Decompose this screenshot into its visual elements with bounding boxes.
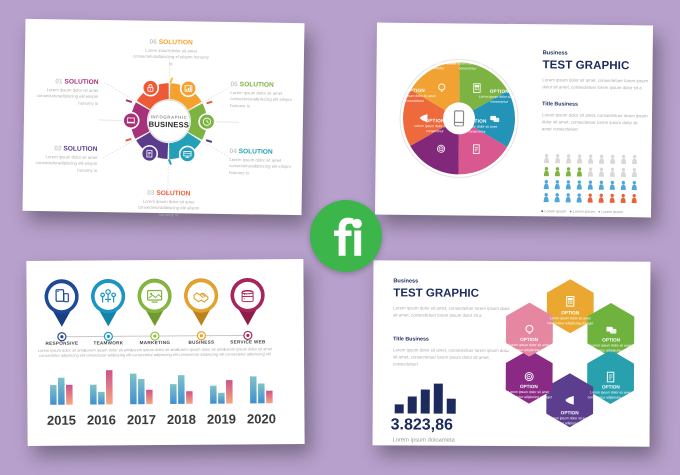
svg-text:BUSINESS: BUSINESS [149, 120, 190, 130]
